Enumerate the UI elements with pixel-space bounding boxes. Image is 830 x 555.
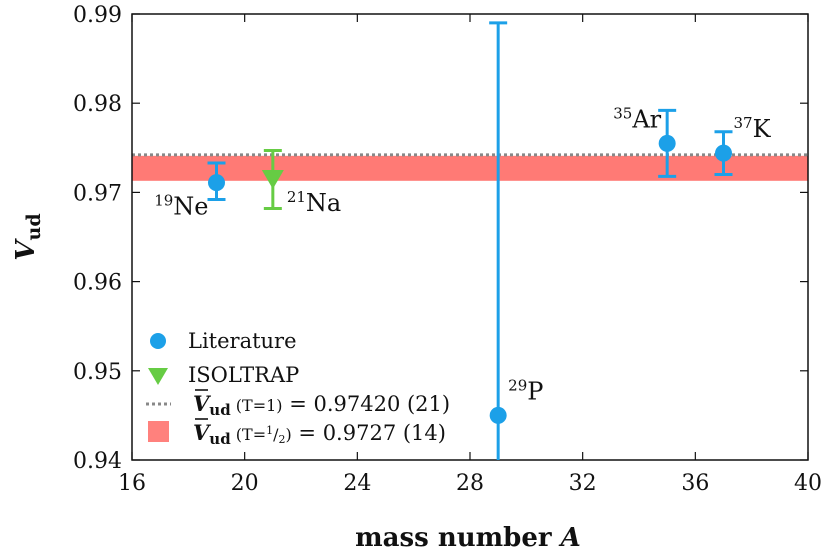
data-point-na	[261, 170, 284, 190]
x-tick-label: 28	[456, 471, 484, 496]
point-label-ne: 19Ne	[154, 192, 208, 221]
point-label-symbol: Ar	[631, 105, 661, 133]
plot-frame	[131, 13, 809, 461]
y-tick-label: 0.98	[73, 92, 122, 117]
point-label-mass: 19	[154, 192, 173, 210]
point-label-symbol: P	[527, 377, 543, 405]
legend-isoltrap-marker	[148, 368, 168, 385]
x-tick-label: 32	[569, 471, 597, 496]
x-tick-label: 36	[681, 471, 709, 496]
y-tick-label: 0.99	[73, 3, 122, 28]
legend-isoltrap-label: ISOLTRAP	[188, 363, 299, 387]
legend: Literature ISOLTRAP Vud (T=1) = 0.97420 …	[146, 329, 450, 448]
point-label-mass: 35	[613, 104, 632, 122]
x-tick-label: 24	[343, 471, 371, 496]
data-point-p	[489, 406, 507, 424]
point-label-mass: 29	[508, 376, 527, 394]
marker-layer	[208, 134, 732, 424]
point-label-p: 29P	[508, 376, 543, 405]
y-tick-label: 0.97	[73, 181, 122, 206]
point-label-k: 37K	[734, 114, 772, 143]
point-label-symbol: Na	[306, 189, 341, 217]
y-tick-label: 0.96	[73, 271, 122, 296]
data-point-ne	[208, 174, 225, 192]
point-label-symbol: Ne	[173, 193, 208, 221]
x-tick-label: 16	[118, 471, 146, 496]
point-label-layer: 19Ne 29P 35Ar 37K 21Na	[154, 104, 771, 405]
point-label-mass: 37	[734, 114, 753, 132]
y-tick-label: 0.95	[73, 360, 122, 385]
legend-t12-swatch	[148, 421, 169, 442]
point-label-ar: 35Ar	[613, 104, 661, 133]
data-point-ar	[658, 134, 676, 152]
legend-literature-label: Literature	[188, 329, 297, 353]
data-point-k	[715, 144, 732, 162]
y-axis-title: Vud	[11, 213, 45, 260]
point-label-na: 21Na	[287, 188, 341, 217]
x-axis-title: mass number A	[355, 523, 581, 553]
band-layer	[132, 155, 808, 181]
plot-border	[131, 13, 809, 461]
legend-literature-marker	[150, 333, 166, 349]
point-label-symbol: K	[753, 115, 772, 143]
legend-t12-label: Vud (T=1/2) = 0.9727 (14)	[193, 420, 446, 448]
y-tick-label: 0.94	[73, 449, 122, 474]
x-tick-label: 40	[794, 471, 822, 496]
band-0	[132, 155, 808, 181]
legend-t1-label: Vud (T=1) = 0.97420 (21)	[193, 391, 450, 419]
point-label-mass: 21	[287, 188, 306, 206]
tick-layer: 16 20 24 28 32 36 40 0.94 0.95 0.96 0.97 0.98 0.99	[73, 3, 822, 496]
x-tick-label: 20	[231, 471, 259, 496]
